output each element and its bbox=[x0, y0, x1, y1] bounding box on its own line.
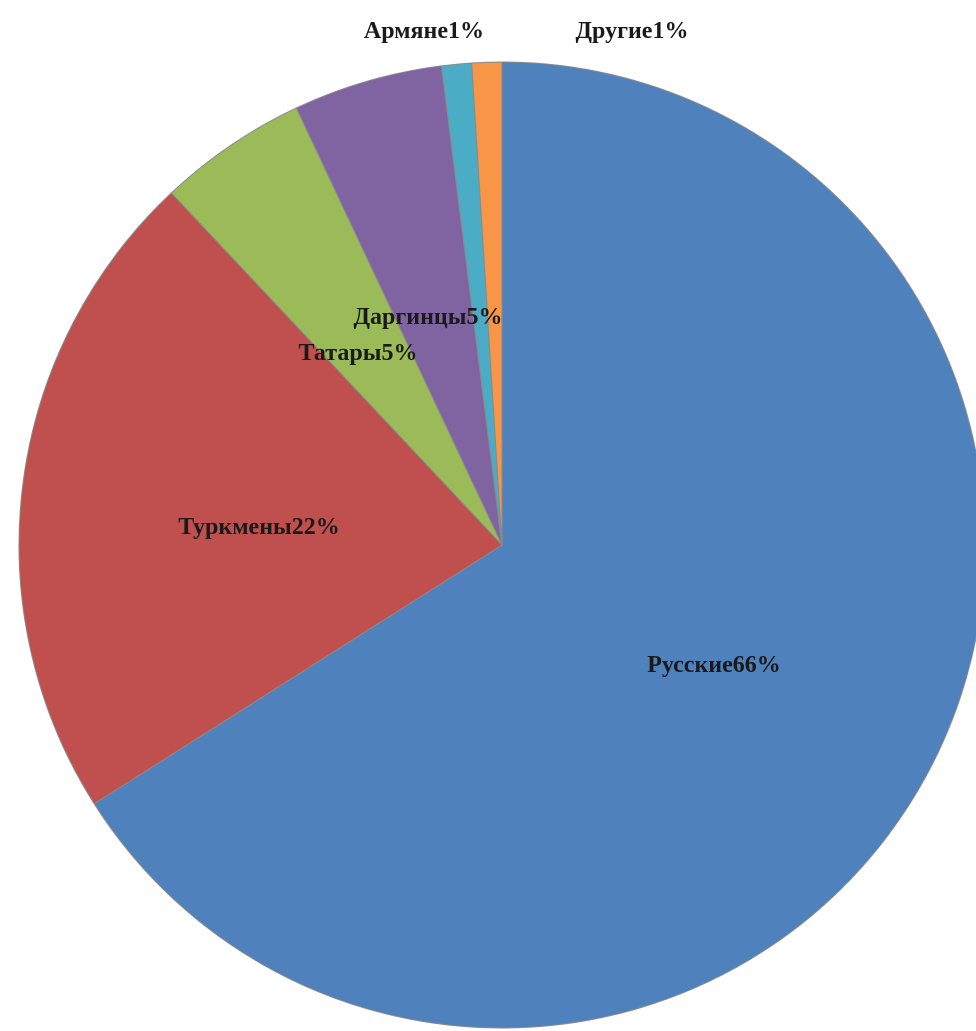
slice-label-4: Даргинцы5% bbox=[354, 304, 503, 330]
pie-slices bbox=[18, 61, 976, 1029]
slice-label-5: Армяне1% bbox=[364, 18, 484, 44]
slice-label-1: Русские66% bbox=[647, 652, 781, 678]
pie-labels: Русские66% Туркмены22% Татары5% Даргинцы5% А… bbox=[178, 18, 781, 678]
pie-slice-2 bbox=[18, 192, 503, 805]
slice-label-2: Туркмены22% bbox=[178, 514, 340, 540]
pie-slice-6 bbox=[471, 61, 503, 546]
pie-slice-1 bbox=[93, 61, 976, 1029]
pie-slice-4 bbox=[295, 65, 503, 546]
pie-slice-3 bbox=[170, 107, 503, 546]
slice-label-3: Татары5% bbox=[299, 340, 418, 366]
slice-label-6: Другие1% bbox=[576, 18, 689, 44]
